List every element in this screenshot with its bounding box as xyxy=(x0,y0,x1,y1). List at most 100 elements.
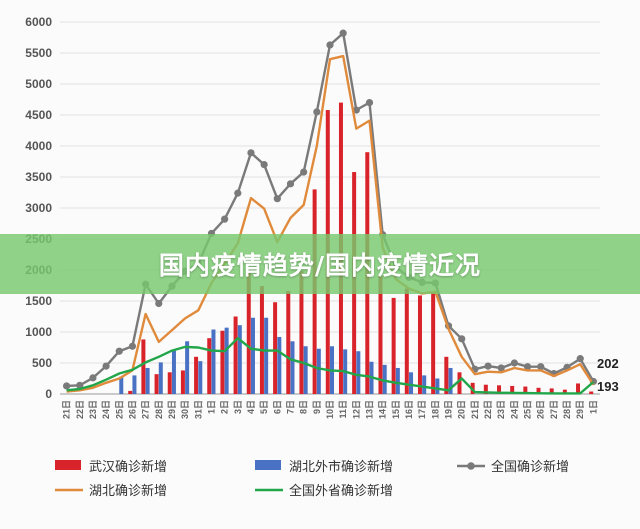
bar xyxy=(264,317,269,394)
line-point xyxy=(365,99,374,107)
bar xyxy=(207,338,212,394)
bar xyxy=(576,383,581,394)
x-tick-label: 17日 xyxy=(417,400,427,419)
x-tick-label: 16日 xyxy=(404,400,414,419)
y-tick-label: 0 xyxy=(45,387,52,401)
bar xyxy=(141,339,146,394)
legend-label: 全国外省确诊新增 xyxy=(289,483,393,498)
x-tick-label: 22日 xyxy=(483,400,493,419)
bar xyxy=(395,367,400,394)
bar xyxy=(246,272,251,394)
bar xyxy=(523,386,528,394)
bar xyxy=(224,327,229,394)
line-point xyxy=(510,359,518,367)
bar xyxy=(158,362,163,394)
bar xyxy=(132,375,137,394)
bar xyxy=(233,316,238,394)
bar xyxy=(536,387,541,394)
y-tick-label: 5500 xyxy=(25,46,52,60)
bar xyxy=(277,336,282,394)
line-point xyxy=(128,342,137,350)
x-tick-label: 29日 xyxy=(167,400,177,419)
line-point xyxy=(234,189,242,197)
x-tick-label: 27日 xyxy=(549,400,559,419)
legend-label: 武汉确诊新增 xyxy=(89,459,167,474)
bar xyxy=(250,317,255,394)
line-point xyxy=(339,29,347,37)
line-point xyxy=(260,161,268,169)
x-tick-label: 23日 xyxy=(88,400,98,419)
bar xyxy=(303,346,308,394)
x-tick-label: 10日 xyxy=(325,400,335,419)
bar xyxy=(194,356,199,394)
x-tick-label: 1日 xyxy=(588,400,598,414)
bar xyxy=(391,297,396,394)
x-tick-label: 3日 xyxy=(233,400,243,414)
x-tick-label: 20日 xyxy=(457,400,467,419)
x-tick-label: 23日 xyxy=(496,400,506,419)
line-point xyxy=(352,106,360,114)
bar xyxy=(497,385,502,394)
line-point xyxy=(497,364,505,372)
x-tick-label: 6日 xyxy=(272,400,282,414)
banner-title: 国内疫情趋势/国内疫情近况 xyxy=(158,251,482,280)
x-tick-label: 5日 xyxy=(259,400,269,414)
bar xyxy=(299,271,304,394)
y-tick-label: 3500 xyxy=(25,170,52,184)
bar xyxy=(382,364,387,394)
x-tick-label: 13日 xyxy=(365,400,375,419)
legend-swatch xyxy=(55,460,81,470)
end-labels: 202 193 xyxy=(597,356,619,394)
bar xyxy=(211,329,216,394)
line-point xyxy=(576,355,584,363)
x-tick-label: 28日 xyxy=(154,400,164,419)
bar xyxy=(457,372,462,394)
x-tick-label: 15日 xyxy=(391,400,401,419)
bar xyxy=(171,350,176,394)
line-point xyxy=(76,381,84,389)
bar xyxy=(128,390,133,394)
bar xyxy=(290,341,295,394)
bar xyxy=(154,374,159,394)
bar xyxy=(145,367,150,394)
legend-label: 全国确诊新增 xyxy=(491,459,569,474)
line-point xyxy=(273,195,281,203)
y-tick-label: 4500 xyxy=(25,108,52,122)
bar xyxy=(119,376,124,394)
x-tick-label: 7日 xyxy=(285,400,295,414)
series-line xyxy=(66,337,595,395)
y-tick-label: 1500 xyxy=(25,294,52,308)
bar xyxy=(259,286,264,394)
end-value-label: 202 xyxy=(597,356,619,371)
line-point xyxy=(484,362,492,370)
x-tick-label: 19日 xyxy=(444,400,454,419)
x-tick-label: 1日 xyxy=(206,400,216,414)
y-tick-label: 500 xyxy=(32,356,52,370)
line-point xyxy=(537,363,545,371)
legend-label: 湖北确诊新增 xyxy=(89,483,167,498)
x-tick-label: 22日 xyxy=(75,400,85,419)
x-tick-label: 25日 xyxy=(114,400,124,419)
bar xyxy=(417,295,422,394)
bar xyxy=(409,372,414,394)
x-tick-label: 27日 xyxy=(141,400,151,419)
end-value-label: 193 xyxy=(597,379,619,394)
bar xyxy=(510,385,515,394)
bar xyxy=(435,378,440,394)
x-tick-label: 8日 xyxy=(299,400,309,414)
x-tick-label: 21日 xyxy=(62,400,72,419)
x-tick-label: 30日 xyxy=(180,400,190,419)
line-point xyxy=(300,168,308,176)
line-point xyxy=(155,299,163,308)
x-tick-label: 24日 xyxy=(509,400,519,419)
x-axis-ticks: 21日 22日 23日 24日 25日 26日 27日 28日 29日 30日 31日 1日 2日 3日 4… xyxy=(62,400,599,419)
x-tick-label: 4日 xyxy=(246,400,256,414)
y-tick-label: 1000 xyxy=(25,325,52,339)
bar xyxy=(589,391,594,394)
bar xyxy=(444,356,449,394)
title-banner: 国内疫情趋势/国内疫情近况 xyxy=(0,234,640,294)
line-point xyxy=(115,347,123,355)
x-tick-label: 14日 xyxy=(378,400,388,419)
